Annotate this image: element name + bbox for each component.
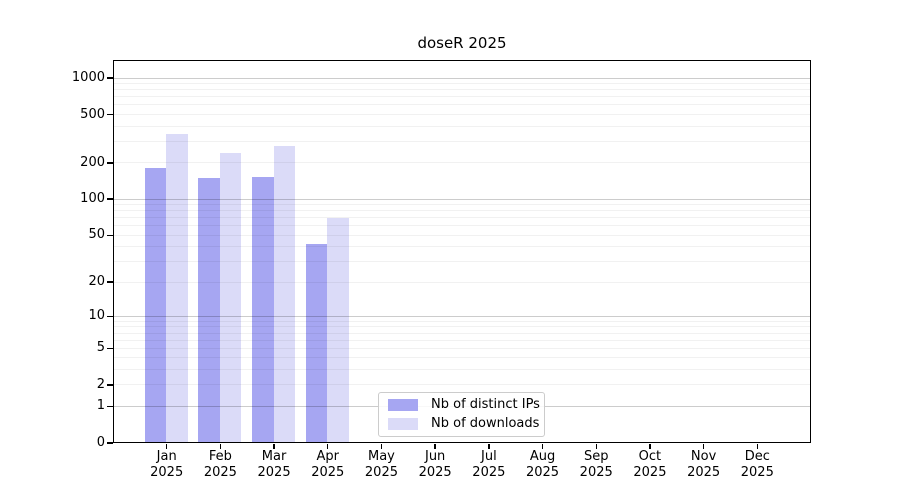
- x-tick-mark: [434, 443, 436, 449]
- bar-downloads-feb: [219, 153, 242, 443]
- gridline-minor: [113, 217, 811, 219]
- x-tick-label-jun: Jun 2025: [418, 449, 452, 480]
- y-tick-mark: [106, 405, 113, 408]
- y-tick-label-1: 1: [96, 398, 105, 414]
- bar-distinct-ips-apr: [305, 244, 328, 443]
- y-tick-label-10: 10: [88, 308, 105, 324]
- x-tick-label-mar: Mar 2025: [257, 449, 291, 480]
- gridline-minor: [113, 162, 811, 164]
- y-tick-label-0: 0: [96, 435, 105, 450]
- y-tick-mark: [106, 281, 113, 283]
- y-tick-mark: [106, 113, 113, 116]
- legend-item-distinct-ips: Nb of distinct IPs: [388, 397, 540, 413]
- y-tick-mark: [106, 442, 113, 444]
- gridline-minor: [113, 347, 811, 349]
- y-tick-mark: [106, 198, 113, 200]
- y-tick-label-200: 200: [80, 154, 105, 170]
- x-tick-mark: [488, 443, 490, 449]
- y-tick-label-20: 20: [88, 274, 105, 290]
- bar-distinct-ips-mar: [252, 176, 274, 443]
- gridline-minor: [113, 114, 811, 116]
- x-tick-label-oct: Oct 2025: [633, 449, 667, 480]
- y-tick-label-1000: 1000: [71, 70, 105, 85]
- y-tick-mark: [106, 384, 113, 386]
- x-tick-label-feb: Feb 2025: [203, 449, 237, 480]
- y-tick-label-50: 50: [88, 227, 105, 243]
- x-tick-mark: [595, 443, 597, 449]
- gridline-minor: [113, 261, 811, 263]
- bar-downloads-jan: [166, 133, 188, 443]
- gridline-minor: [113, 339, 811, 341]
- gridline-minor: [113, 83, 811, 85]
- x-tick-label-apr: Apr 2025: [311, 449, 345, 480]
- x-tick-mark: [649, 443, 651, 449]
- gridline-minor: [113, 326, 811, 328]
- bar-downloads-mar: [273, 145, 296, 443]
- y-tick-mark: [106, 77, 113, 79]
- gridline-minor: [113, 204, 811, 206]
- x-tick-mark: [273, 443, 275, 449]
- legend-swatch-icon: [388, 417, 418, 430]
- y-tick-label-100: 100: [80, 191, 105, 207]
- gridline-major: [113, 198, 811, 200]
- gridline-minor: [113, 281, 811, 283]
- gridline-minor: [113, 96, 811, 98]
- y-tick-mark: [106, 234, 113, 236]
- chart-title: doseR 2025: [417, 34, 507, 52]
- bar-distinct-ips-jan: [144, 167, 167, 443]
- gridline-minor: [113, 140, 811, 142]
- plot-area: [113, 60, 811, 443]
- x-tick-mark: [165, 443, 168, 449]
- y-tick-mark: [106, 347, 113, 350]
- gridline-minor: [113, 210, 811, 212]
- gridline-minor: [113, 89, 811, 91]
- gridline-minor: [113, 125, 811, 127]
- legend: Nb of distinct IPs Nb of downloads: [378, 392, 545, 437]
- x-tick-mark: [219, 443, 222, 449]
- y-tick-label-2: 2: [96, 376, 105, 392]
- bar-downloads-apr: [327, 217, 349, 443]
- gridline-major: [113, 315, 811, 317]
- x-tick-label-may: May 2025: [364, 449, 398, 480]
- gridline-major: [113, 77, 811, 79]
- x-tick-label-jul: Jul 2025: [472, 449, 506, 480]
- x-tick-mark: [702, 443, 705, 449]
- gridline-minor: [113, 104, 811, 106]
- y-tick-label-500: 500: [80, 106, 105, 122]
- x-tick-mark: [756, 443, 758, 449]
- y-tick-label-5: 5: [96, 340, 105, 356]
- legend-swatch-icon: [388, 399, 418, 412]
- y-tick-mark: [106, 315, 113, 317]
- y-tick-mark: [106, 162, 113, 164]
- gridline-minor: [113, 369, 811, 371]
- bar-distinct-ips-feb: [198, 177, 220, 443]
- gridline-minor: [113, 384, 811, 386]
- gridline-minor: [113, 357, 811, 359]
- x-tick-label-dec: Dec 2025: [740, 449, 774, 480]
- gridline-minor: [113, 320, 811, 322]
- gridline-minor: [113, 332, 811, 334]
- gridline-minor: [113, 225, 811, 227]
- x-tick-label-sep: Sep 2025: [579, 449, 613, 480]
- legend-item-downloads: Nb of downloads: [388, 416, 539, 432]
- x-tick-mark: [541, 443, 544, 449]
- x-tick-label-jan: Jan 2025: [150, 449, 184, 480]
- legend-label: Nb of downloads: [431, 415, 540, 431]
- x-tick-label-aug: Aug 2025: [525, 449, 560, 480]
- legend-label: Nb of distinct IPs: [431, 397, 540, 413]
- x-tick-label-nov: Nov 2025: [687, 449, 721, 480]
- gridline-minor: [113, 234, 811, 236]
- x-tick-mark: [327, 443, 329, 449]
- gridline-minor: [113, 246, 811, 248]
- x-tick-mark: [380, 443, 383, 449]
